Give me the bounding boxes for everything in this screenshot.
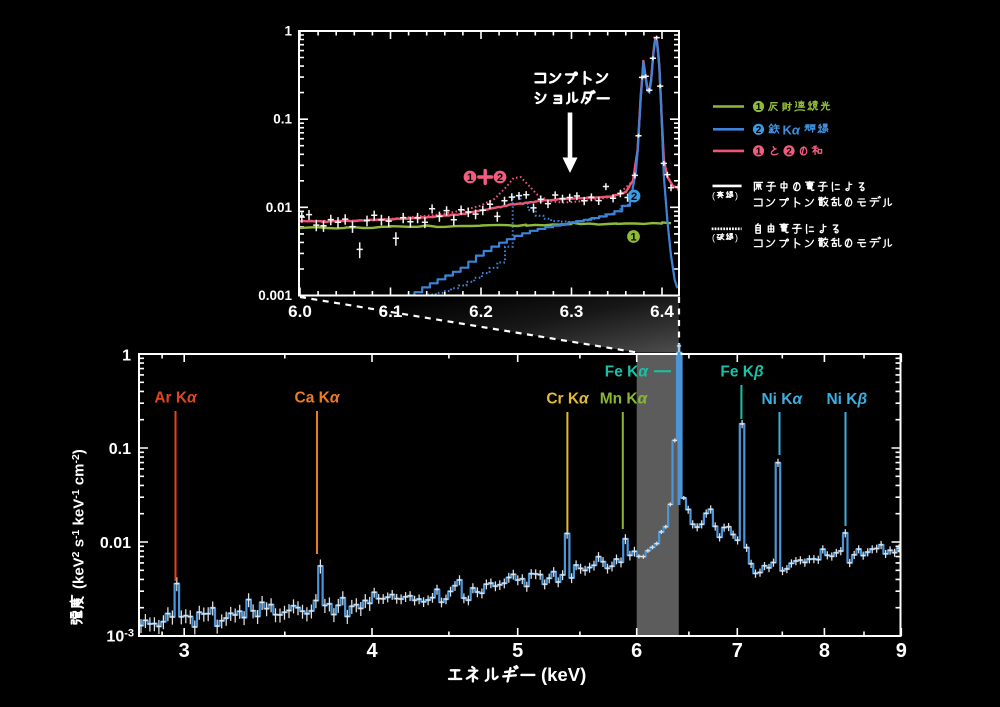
- svg-text:2: 2: [631, 191, 637, 203]
- svg-text:(: (: [712, 191, 715, 201]
- svg-text:(keV2 s-1 keV-1 cm-2): (keV2 s-1 keV-1 cm-2): [70, 449, 88, 589]
- svg-text:Ca Kα: Ca Kα: [295, 390, 341, 407]
- svg-text:1: 1: [756, 102, 762, 113]
- svg-text:1: 1: [630, 232, 636, 244]
- svg-text:8: 8: [819, 640, 830, 662]
- svg-text:1: 1: [467, 172, 473, 184]
- svg-text:6.4: 6.4: [650, 302, 674, 321]
- svg-text:0.01: 0.01: [100, 535, 131, 552]
- svg-text:(keV): (keV): [541, 664, 586, 685]
- svg-text:Ni Kβ: Ni Kβ: [826, 391, 867, 408]
- svg-text:3: 3: [179, 640, 190, 662]
- svg-text:7: 7: [732, 640, 743, 662]
- svg-text:2: 2: [786, 146, 792, 157]
- svg-text:9: 9: [896, 640, 907, 662]
- svg-text:6.1: 6.1: [379, 302, 403, 321]
- svg-text:Ni Kα: Ni Kα: [761, 391, 803, 408]
- svg-text:6.2: 6.2: [469, 302, 493, 321]
- svg-text:6.0: 6.0: [288, 302, 312, 321]
- svg-text:): ): [735, 233, 738, 243]
- svg-text:(: (: [712, 233, 715, 243]
- svg-text:0.1: 0.1: [273, 112, 292, 127]
- svg-text:0.1: 0.1: [109, 441, 131, 458]
- svg-text:6: 6: [631, 640, 642, 662]
- svg-text:Ar Kα: Ar Kα: [154, 390, 198, 407]
- svg-text:1: 1: [284, 24, 292, 39]
- svg-text:Kα: Kα: [783, 122, 801, 137]
- svg-text:4: 4: [366, 640, 378, 662]
- svg-text:6.3: 6.3: [560, 302, 584, 321]
- svg-text:1: 1: [756, 146, 762, 157]
- svg-text:Fe Kα: Fe Kα: [605, 364, 650, 381]
- svg-text:5: 5: [512, 640, 523, 662]
- svg-text:0.001: 0.001: [258, 288, 292, 303]
- svg-text:Fe Kβ: Fe Kβ: [720, 364, 764, 381]
- svg-text:2: 2: [756, 125, 762, 136]
- svg-text:0.01: 0.01: [266, 200, 293, 215]
- svg-text:2: 2: [497, 172, 503, 184]
- svg-text:Cr Kα: Cr Kα: [546, 391, 590, 408]
- svg-text:): ): [735, 191, 738, 201]
- svg-text:1: 1: [122, 348, 131, 365]
- svg-text:Mn Kα: Mn Kα: [600, 391, 649, 408]
